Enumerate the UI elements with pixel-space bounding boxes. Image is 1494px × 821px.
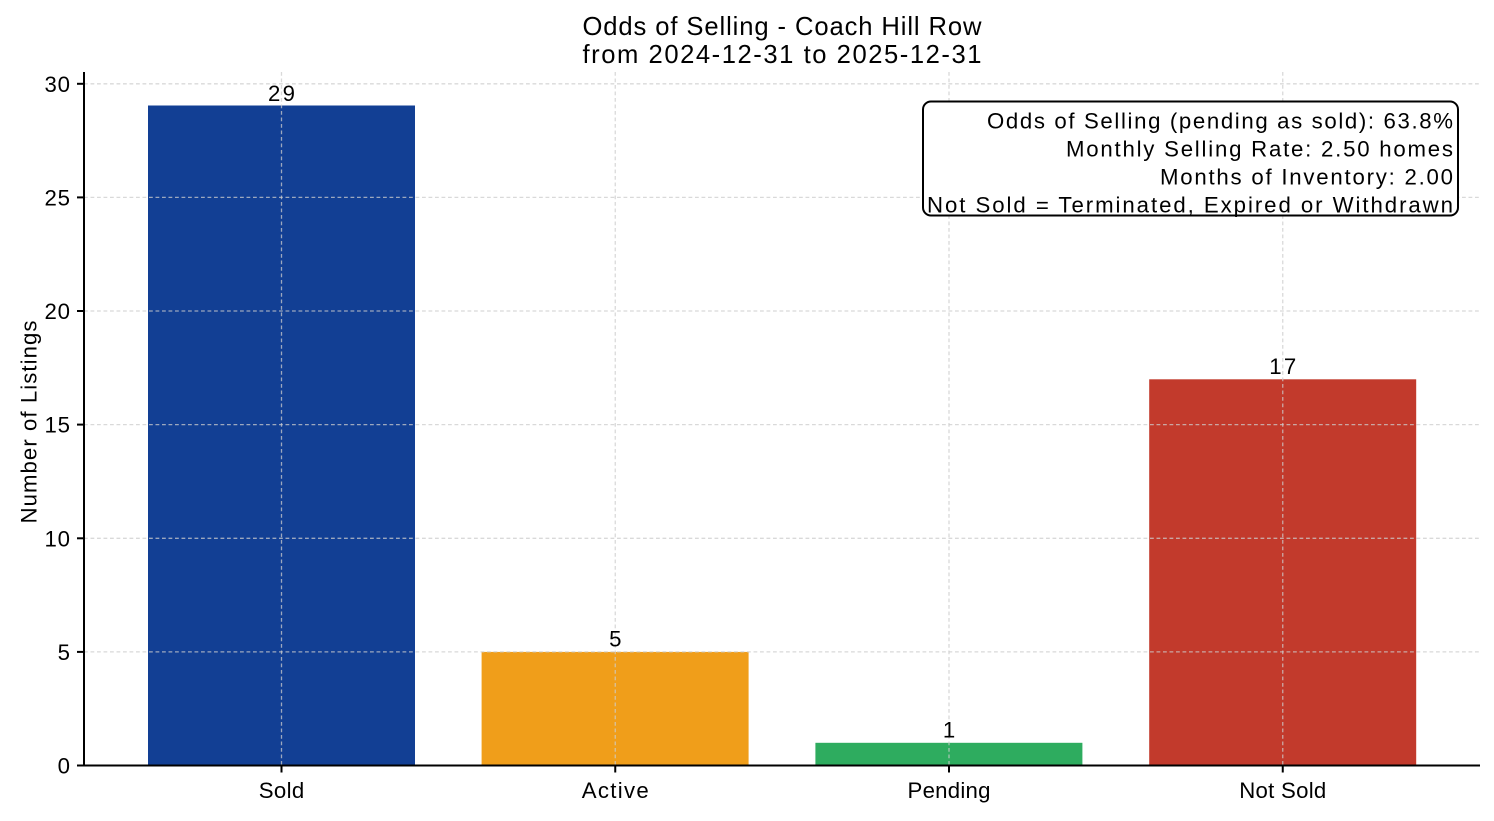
svg-text:1: 1 [943, 718, 955, 743]
svg-text:Not Sold = Terminated, Expired: Not Sold = Terminated, Expired or Withdr… [927, 192, 1453, 217]
svg-text:25: 25 [45, 186, 71, 211]
svg-text:Sold: Sold [259, 778, 305, 803]
svg-text:Not Sold: Not Sold [1239, 778, 1326, 803]
svg-text:Odds of Selling (pending as so: Odds of Selling (pending as sold): 63.8% [987, 109, 1453, 134]
svg-text:5: 5 [609, 627, 621, 652]
svg-text:20: 20 [45, 299, 71, 324]
svg-text:from 2024-12-31 to 2025-12-31: from 2024-12-31 to 2025-12-31 [583, 41, 982, 69]
svg-text:30: 30 [45, 72, 71, 97]
svg-text:Pending: Pending [908, 778, 991, 803]
svg-text:15: 15 [45, 413, 71, 438]
svg-text:Monthly Selling Rate: 2.50 hom: Monthly Selling Rate: 2.50 homes [1066, 137, 1453, 162]
svg-text:0: 0 [58, 754, 70, 779]
svg-text:10: 10 [45, 526, 71, 551]
svg-text:Number of Listings: Number of Listings [16, 321, 41, 524]
svg-text:Months of Inventory: 2.00: Months of Inventory: 2.00 [1160, 165, 1453, 190]
svg-text:Active: Active [582, 778, 649, 803]
svg-text:Odds of Selling - Coach Hill R: Odds of Selling - Coach Hill Row [583, 13, 983, 41]
svg-text:5: 5 [58, 640, 70, 665]
